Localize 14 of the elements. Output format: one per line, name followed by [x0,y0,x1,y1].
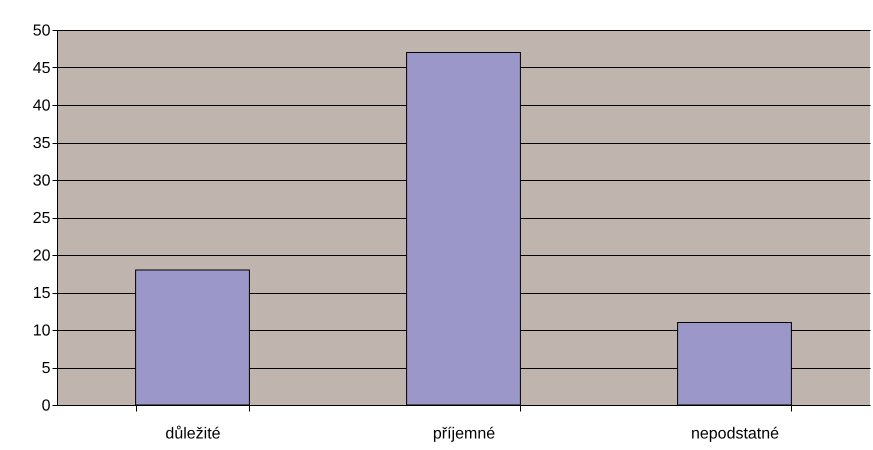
x-tick-label: nepodstatné [690,426,780,442]
y-tick-label: 15 [32,285,51,302]
x-tick-label: příjemné [432,426,496,442]
y-tick-label: 35 [32,135,51,152]
y-tick-label: 25 [32,210,51,227]
y-tick-label: 5 [42,360,51,377]
y-tick-label: 20 [32,248,51,264]
y-tick-label: 0 [42,398,51,414]
x-tick-label: důležité [165,426,221,442]
y-tick-label: 10 [32,322,51,340]
y-tick-label: 50 [32,22,51,40]
y-tick-label: 45 [32,60,51,77]
y-tick-label: 30 [32,172,51,190]
y-tick-label: 40 [32,98,51,114]
